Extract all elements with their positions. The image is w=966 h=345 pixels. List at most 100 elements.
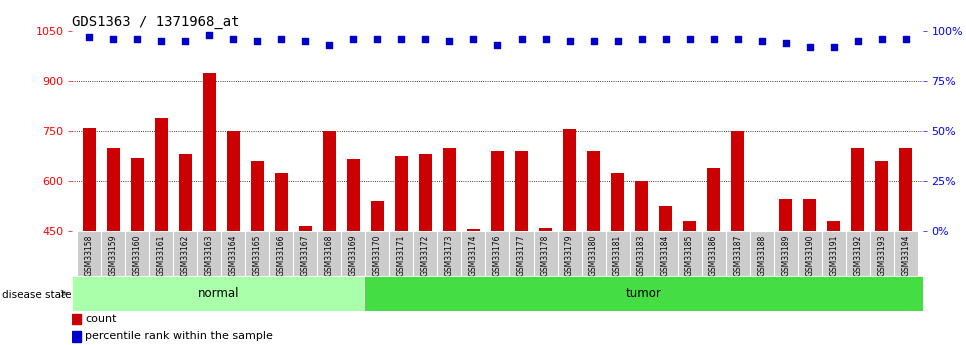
Bar xyxy=(341,231,365,276)
Bar xyxy=(72,331,81,342)
Bar xyxy=(587,151,600,231)
Bar xyxy=(270,231,294,276)
Point xyxy=(346,36,361,42)
Bar xyxy=(365,231,389,276)
Bar xyxy=(654,231,677,276)
Bar xyxy=(563,129,576,231)
Bar xyxy=(533,231,557,276)
Bar xyxy=(72,276,364,310)
Bar xyxy=(197,231,221,276)
Bar xyxy=(126,231,150,276)
Text: GSM33174: GSM33174 xyxy=(469,235,478,276)
Bar xyxy=(413,231,438,276)
Text: GDS1363 / 1371968_at: GDS1363 / 1371968_at xyxy=(72,14,240,29)
Bar xyxy=(635,181,648,231)
Point xyxy=(610,38,625,44)
Point xyxy=(706,36,722,42)
Point xyxy=(298,38,313,44)
Bar xyxy=(106,148,120,231)
Bar xyxy=(323,131,336,231)
Point xyxy=(273,36,289,42)
Bar xyxy=(491,151,504,231)
Point xyxy=(658,36,673,42)
Bar xyxy=(150,231,173,276)
Point xyxy=(585,38,601,44)
Bar xyxy=(894,231,918,276)
Bar xyxy=(557,231,582,276)
Text: disease state: disease state xyxy=(2,290,71,300)
Text: GSM33194: GSM33194 xyxy=(901,235,910,276)
Bar xyxy=(155,118,168,231)
Bar xyxy=(659,206,672,231)
Text: GSM33190: GSM33190 xyxy=(806,235,814,276)
Point xyxy=(730,36,746,42)
Point xyxy=(874,36,890,42)
Bar xyxy=(827,221,840,231)
Text: GSM33173: GSM33173 xyxy=(445,235,454,276)
Text: GSM33160: GSM33160 xyxy=(132,235,142,276)
Text: GSM33171: GSM33171 xyxy=(397,235,406,276)
Bar xyxy=(227,131,240,231)
Point xyxy=(538,36,554,42)
Bar xyxy=(274,173,288,231)
Text: count: count xyxy=(85,314,117,324)
Bar xyxy=(371,201,384,231)
Bar xyxy=(611,173,624,231)
Bar xyxy=(294,231,318,276)
Point xyxy=(417,36,433,42)
Text: GSM33170: GSM33170 xyxy=(373,235,382,276)
Bar xyxy=(467,229,480,231)
Point xyxy=(778,40,793,46)
Text: GSM33178: GSM33178 xyxy=(541,235,550,276)
Text: GSM33185: GSM33185 xyxy=(685,235,695,276)
Bar xyxy=(899,148,912,231)
Point xyxy=(490,42,505,48)
Bar xyxy=(606,231,630,276)
Point xyxy=(514,36,529,42)
Bar xyxy=(725,231,750,276)
Text: percentile rank within the sample: percentile rank within the sample xyxy=(85,332,272,341)
Bar xyxy=(707,168,721,231)
Point xyxy=(178,38,193,44)
Bar xyxy=(419,155,432,231)
Text: GSM33189: GSM33189 xyxy=(781,235,790,276)
Bar xyxy=(72,314,81,324)
Bar xyxy=(251,161,264,231)
Text: GSM33187: GSM33187 xyxy=(733,235,742,276)
Point xyxy=(105,36,121,42)
Point xyxy=(441,38,457,44)
Point xyxy=(898,36,914,42)
Text: GSM33177: GSM33177 xyxy=(517,235,526,276)
Bar xyxy=(130,158,144,231)
Bar xyxy=(462,231,486,276)
Bar xyxy=(395,156,408,231)
Bar xyxy=(203,73,216,231)
Text: GSM33172: GSM33172 xyxy=(421,235,430,276)
Text: GSM33176: GSM33176 xyxy=(493,235,502,276)
Text: GSM33159: GSM33159 xyxy=(109,235,118,276)
Text: normal: normal xyxy=(197,287,239,300)
Point xyxy=(634,36,649,42)
Bar xyxy=(442,148,456,231)
Text: GSM33191: GSM33191 xyxy=(829,235,838,276)
Point xyxy=(802,44,817,50)
Point xyxy=(826,44,841,50)
Point xyxy=(370,36,385,42)
Point xyxy=(249,38,265,44)
Point xyxy=(394,36,410,42)
Point xyxy=(466,36,481,42)
Bar xyxy=(318,231,341,276)
Text: GSM33167: GSM33167 xyxy=(300,235,310,276)
Text: GSM33158: GSM33158 xyxy=(85,235,94,276)
Text: tumor: tumor xyxy=(625,287,661,300)
Point xyxy=(154,38,169,44)
Point xyxy=(850,38,866,44)
Text: GSM33186: GSM33186 xyxy=(709,235,718,276)
Point xyxy=(81,34,97,40)
Bar xyxy=(221,231,245,276)
Point xyxy=(562,38,578,44)
Bar xyxy=(582,231,606,276)
Text: GSM33163: GSM33163 xyxy=(205,235,213,276)
Bar xyxy=(875,161,889,231)
Bar xyxy=(803,199,816,231)
